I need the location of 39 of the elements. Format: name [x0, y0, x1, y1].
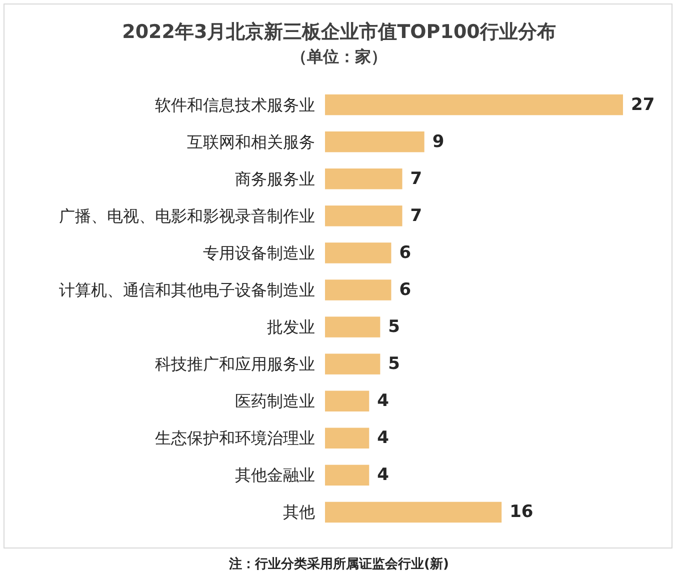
y-tick-label: 广播、电视、电影和影视录音制作业	[59, 206, 315, 226]
bar	[325, 390, 370, 412]
bar	[325, 316, 380, 338]
data-label: 4	[377, 391, 390, 412]
data-label: 16	[510, 502, 534, 522]
y-tick-label: 其他	[283, 502, 315, 522]
bar	[325, 242, 392, 264]
bar	[325, 94, 623, 116]
data-label: 5	[388, 317, 400, 338]
data-label: 4	[377, 465, 390, 486]
bar	[325, 131, 424, 152]
y-tick-label: 医药制造业	[235, 392, 315, 411]
data-label: 7	[410, 168, 422, 189]
y-tick-label: 计算机、通信和其他电子设备制造业	[59, 280, 315, 300]
bar	[325, 206, 402, 226]
data-label: 5	[388, 354, 400, 374]
y-tick-label: 科技推广和应用服务业	[155, 354, 315, 374]
data-label: 6	[399, 280, 412, 300]
y-tick-label: 软件和信息技术服务业	[155, 95, 315, 114]
bar	[325, 502, 502, 523]
y-tick-label: 批发业	[267, 318, 315, 337]
text: 注：行业分类采用所属证监会行业(新)	[228, 556, 449, 572]
bar	[325, 428, 370, 449]
data-label: 9	[432, 132, 444, 152]
y-tick-label: 互联网和相关服务	[187, 132, 315, 152]
bar	[325, 168, 402, 190]
chart-subtitle: （单位：家）	[291, 47, 387, 66]
y-tick-label: 生态保护和环境治理业	[155, 428, 315, 448]
data-label: 6	[399, 242, 412, 263]
bar	[325, 464, 370, 486]
y-tick-label: 商务服务业	[235, 169, 315, 188]
bar	[325, 354, 380, 374]
y-tick-label: 专用设备制造业	[203, 243, 315, 262]
bar	[325, 280, 392, 300]
data-label: 7	[410, 206, 422, 226]
data-label: 4	[377, 428, 390, 448]
data-label: 27	[631, 94, 655, 115]
chart-title: 2022年3月北京新三板企业市值TOP100行业分布	[122, 21, 556, 43]
y-tick-label: 其他金融业	[235, 466, 315, 485]
